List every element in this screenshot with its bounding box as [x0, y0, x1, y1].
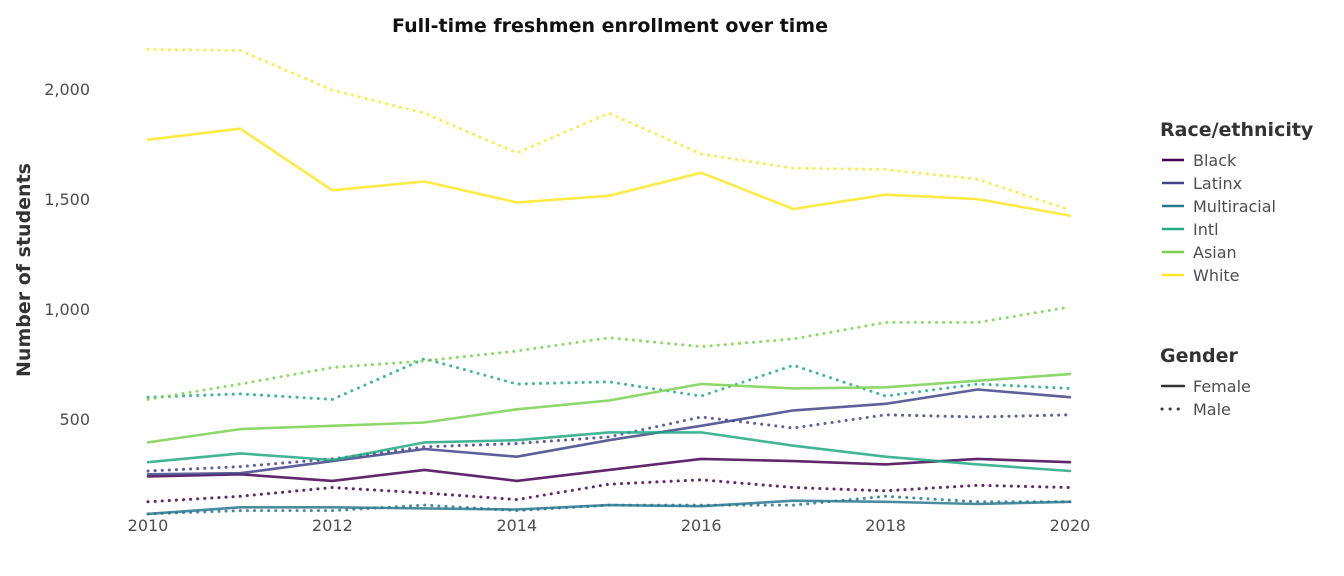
legend-label-female: Female — [1193, 377, 1251, 396]
legend-gender: Gender Female Male — [1160, 345, 1251, 419]
x-tick-label: 2018 — [865, 516, 906, 535]
series-line-white-male — [146, 47, 1072, 212]
y-tick-label: 500 — [59, 410, 90, 429]
y-tick-label: 2,000 — [44, 80, 90, 99]
x-tick-label: 2010 — [128, 516, 169, 535]
series-lines — [146, 47, 1072, 516]
legend-label-intl: Intl — [1193, 220, 1219, 239]
series-line-black-female — [146, 457, 1072, 483]
legend-label-black: Black — [1193, 151, 1237, 170]
series-line-asian-male — [146, 305, 1072, 401]
x-tick-labels: 2010 2012 2014 2016 2018 2020 — [128, 516, 1091, 535]
series-line-intl-female — [146, 431, 1072, 473]
legend-gender-title: Gender — [1160, 345, 1238, 367]
legend-label-asian: Asian — [1193, 243, 1237, 262]
series-line-intl-male — [146, 357, 1072, 401]
series-line-black-male — [146, 478, 1072, 504]
y-axis-label: Number of students — [13, 163, 35, 377]
legend-race: Race/ethnicity Black Latinx Multiracial Int… — [1160, 119, 1314, 285]
series-line-latinx-male — [146, 413, 1072, 473]
y-tick-labels: 500 1,000 1,500 2,000 — [44, 80, 90, 429]
series-line-white-female — [146, 127, 1072, 217]
y-tick-label: 1,000 — [44, 300, 90, 319]
series-line-multiracial-male — [146, 494, 1072, 516]
legend-label-male: Male — [1193, 400, 1231, 419]
series-line-latinx-female — [146, 388, 1072, 476]
legend-race-title: Race/ethnicity — [1160, 119, 1314, 141]
x-tick-label: 2016 — [681, 516, 722, 535]
legend-label-white: White — [1193, 266, 1240, 285]
x-tick-label: 2020 — [1050, 516, 1091, 535]
x-tick-label: 2014 — [496, 516, 537, 535]
chart-title: Full-time freshmen enrollment over time — [392, 15, 828, 37]
legend-label-latinx: Latinx — [1193, 174, 1242, 193]
x-tick-label: 2012 — [312, 516, 353, 535]
series-line-multiracial-female — [146, 499, 1072, 516]
y-tick-label: 1,500 — [44, 190, 90, 209]
legend-label-multiracial: Multiracial — [1193, 197, 1276, 216]
series-line-asian-female — [146, 372, 1072, 444]
